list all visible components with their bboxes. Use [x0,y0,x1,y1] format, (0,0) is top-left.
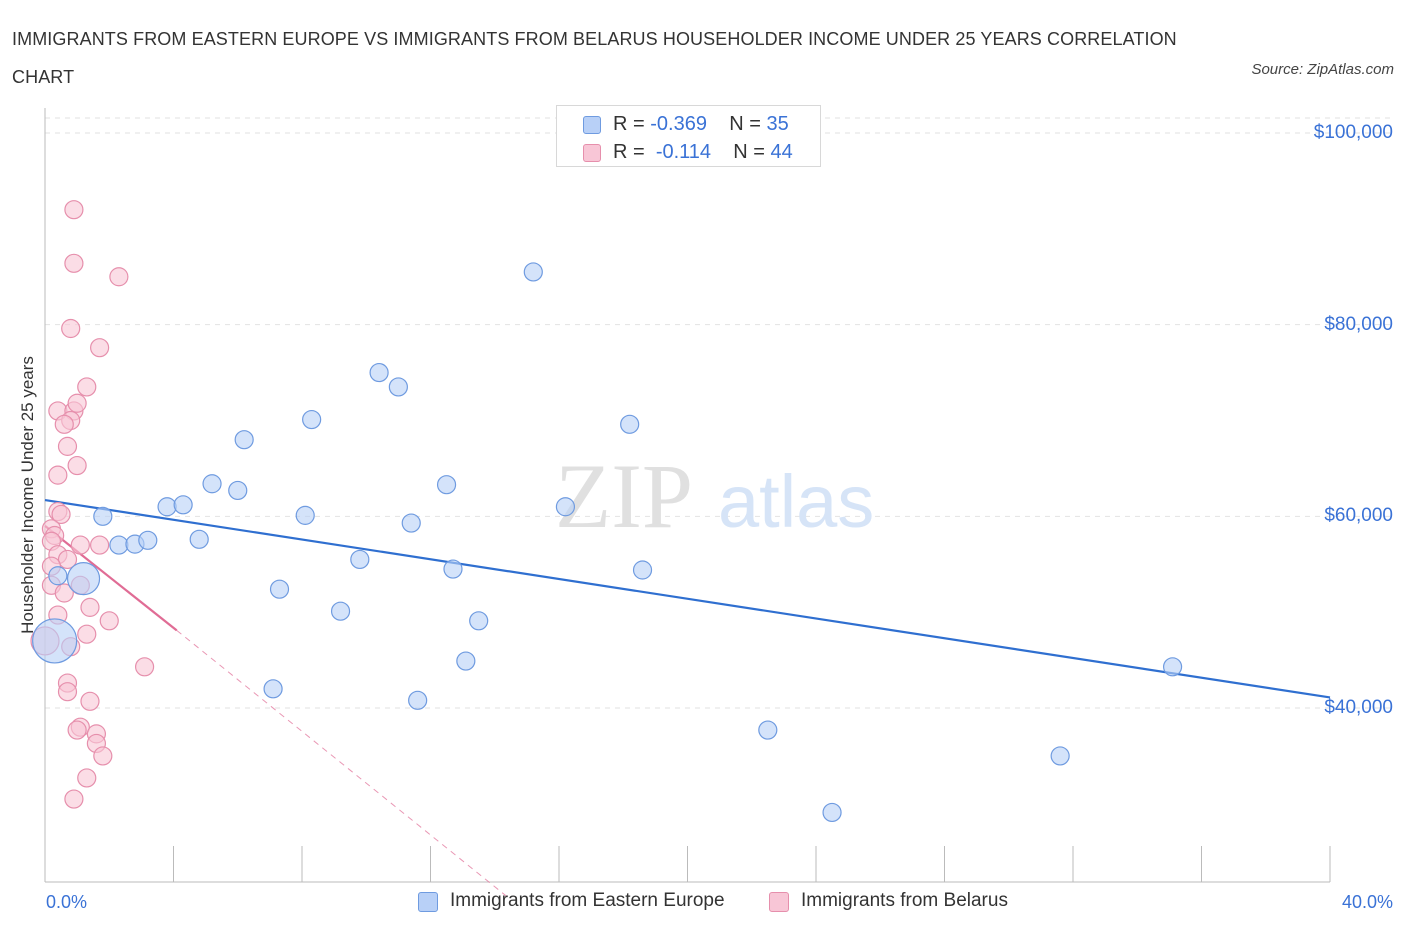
series-label: Immigrants from Belarus [801,890,1008,911]
data-point-eastern-europe [157,497,177,517]
data-point-eastern-europe [330,601,351,621]
data-point-belarus [64,253,84,273]
data-point-belarus [109,267,129,287]
legend-r-label: R = [613,113,645,135]
legend-swatch-pink [583,144,601,162]
data-point-eastern-europe [369,362,389,383]
y-axis-title: Householder Income Under 25 years [18,356,37,634]
trend-line-eastern-europe [44,498,1331,699]
chart-title: IMMIGRANTS FROM EASTERN EUROPE VS IMMIGR… [12,29,1177,87]
data-point-eastern-europe [66,562,101,596]
data-point-eastern-europe [523,262,543,282]
data-point-eastern-europe [295,505,315,525]
data-point-belarus [67,393,87,413]
data-point-belarus [61,318,81,339]
y-tick-label: $60,000 [1324,505,1393,527]
data-point-eastern-europe [555,497,576,517]
axes [44,108,1331,883]
data-point-belarus [80,597,100,617]
data-point-eastern-europe [469,611,489,631]
data-point-belarus [64,789,84,809]
legend-r-value: -0.369 [650,113,707,135]
legend-n-value: 44 [770,141,793,163]
data-point-belarus [77,624,97,644]
data-point-belarus [67,455,87,476]
data-point-eastern-europe [32,618,78,664]
watermark: ZIP atlas [555,445,874,547]
legend-n-label: N = [733,141,765,163]
data-points [30,200,1183,823]
data-point-eastern-europe [173,495,193,515]
data-point-eastern-europe [109,535,129,555]
data-point-belarus [67,720,87,740]
data-point-eastern-europe [632,560,653,580]
data-point-eastern-europe [388,377,408,397]
series-swatch-blue [418,892,438,912]
data-point-eastern-europe [93,506,113,526]
data-point-belarus [51,504,71,525]
legend-swatch-blue [583,116,601,134]
legend-r-label: R = [613,141,645,163]
data-point-belarus [54,583,74,603]
data-point-belarus [70,535,90,555]
data-point-belarus [90,338,110,358]
data-point-belarus [48,465,68,485]
data-point-eastern-europe [48,566,68,586]
data-point-eastern-europe [350,549,370,570]
data-point-belarus [90,535,110,555]
legend-r-value: -0.114 [655,141,712,163]
watermark-zip: ZIP [555,445,693,547]
data-point-eastern-europe [202,474,222,494]
data-point-belarus [134,657,155,677]
trend-line-extension-belarus [176,629,512,901]
data-point-belarus [77,768,97,788]
data-point-eastern-europe [443,559,463,579]
series-label: Immigrants from Eastern Europe [450,890,725,911]
data-point-eastern-europe [228,480,248,501]
data-point-eastern-europe [1050,746,1070,766]
data-point-eastern-europe [189,529,209,549]
data-point-eastern-europe [758,720,778,740]
data-point-eastern-europe [138,530,158,550]
data-point-belarus [57,436,78,456]
series-swatch-pink [769,892,789,912]
x-tick-label-max: 40.0% [1341,892,1393,912]
data-point-eastern-europe [436,475,457,495]
y-tick-label: $40,000 [1324,697,1393,718]
x-tick-label-min: 0.0% [46,892,88,912]
gridlines [45,117,1393,709]
data-point-eastern-europe [401,513,421,533]
y-tick-label: $80,000 [1324,313,1393,335]
trend-lines [44,498,1331,901]
y-tick-label: $100,000 [1313,122,1393,143]
data-point-belarus [64,200,84,220]
data-point-belarus [80,691,100,711]
data-point-belarus [57,682,78,702]
data-point-eastern-europe [456,651,476,671]
trend-line-belarus [44,525,178,632]
data-point-eastern-europe [408,690,428,710]
data-point-eastern-europe [822,802,842,823]
data-point-eastern-europe [1162,657,1183,677]
data-point-eastern-europe [620,414,640,434]
data-point-belarus [99,611,119,631]
data-point-eastern-europe [302,409,322,430]
data-point-belarus [57,549,78,570]
data-point-eastern-europe [263,679,283,699]
watermark-atlas: atlas [718,460,874,543]
data-point-belarus [54,414,74,434]
data-point-eastern-europe [269,579,290,599]
series-legend: Immigrants from Eastern Europe Immigrant… [0,890,1406,916]
data-point-eastern-europe [234,430,254,450]
chart-source: Source: ZipAtlas.com [1251,61,1394,78]
legend-n-label: N = [729,113,761,135]
data-point-belarus [93,746,113,766]
correlation-legend: R = -0.369 N = 35 R = -0.114 N = 44 [556,105,821,167]
legend-n-value: 35 [766,113,789,135]
data-point-belarus [77,377,97,397]
